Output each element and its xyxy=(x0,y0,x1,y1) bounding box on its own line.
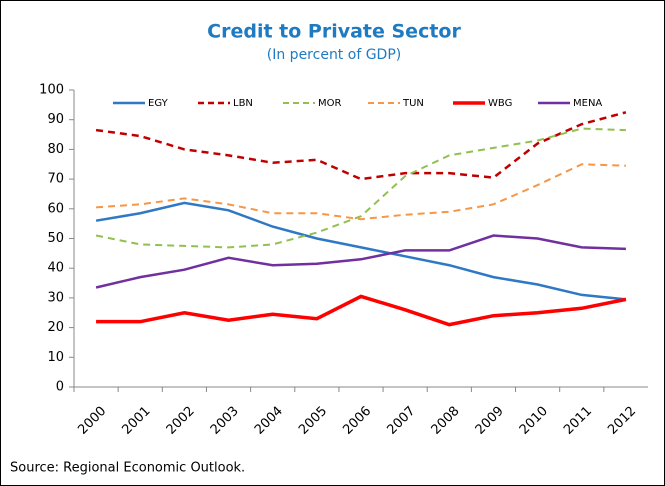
x-tick-label: 2005 xyxy=(296,404,330,438)
y-tick-label: 100 xyxy=(39,83,64,98)
series-line xyxy=(95,201,627,301)
y-tick-label: 30 xyxy=(47,290,64,305)
x-tick-label: 2002 xyxy=(164,404,198,438)
y-tick-label: 40 xyxy=(47,261,64,276)
x-tick-label: 2010 xyxy=(517,404,551,438)
source: Source: Regional Economic Outlook. xyxy=(10,461,245,476)
x-tick-label: 2011 xyxy=(561,404,595,438)
x-tick-label: 2008 xyxy=(429,404,463,438)
series-line xyxy=(95,234,626,289)
legend-label: MENA xyxy=(573,98,602,109)
chart-subtitle: (In percent of GDP) xyxy=(267,47,401,63)
legend-label: LBN xyxy=(233,98,253,109)
chart-title: Credit to Private Sector xyxy=(207,21,461,43)
x-tick-label: 2003 xyxy=(208,404,242,438)
series-line xyxy=(96,163,626,221)
y-tick-label: 60 xyxy=(47,201,64,216)
y-tick-label: 80 xyxy=(47,142,64,157)
y-tick-label: 20 xyxy=(47,320,64,335)
legend-label: EGY xyxy=(148,98,169,109)
x-tick-label: 2007 xyxy=(384,404,418,438)
series-line xyxy=(96,294,627,327)
y-tick-label: 0 xyxy=(56,380,64,395)
y-tick-label: 10 xyxy=(47,350,64,365)
series-line xyxy=(95,111,627,181)
x-tick-label: 2000 xyxy=(75,404,109,438)
y-tick-label: 70 xyxy=(47,172,64,187)
series-line xyxy=(95,127,626,249)
legend-label: TUN xyxy=(402,98,424,109)
legend-label: MOR xyxy=(318,98,341,109)
legend-label: WBG xyxy=(488,98,512,109)
x-tick-label: 2006 xyxy=(340,404,374,438)
x-tick-label: 2001 xyxy=(120,404,154,438)
x-tick-label: 2004 xyxy=(252,404,286,438)
y-tick-label: 90 xyxy=(47,112,64,127)
x-tick-label: 2012 xyxy=(605,404,639,438)
y-tick-label: 50 xyxy=(47,231,64,246)
x-tick-label: 2009 xyxy=(473,404,507,438)
